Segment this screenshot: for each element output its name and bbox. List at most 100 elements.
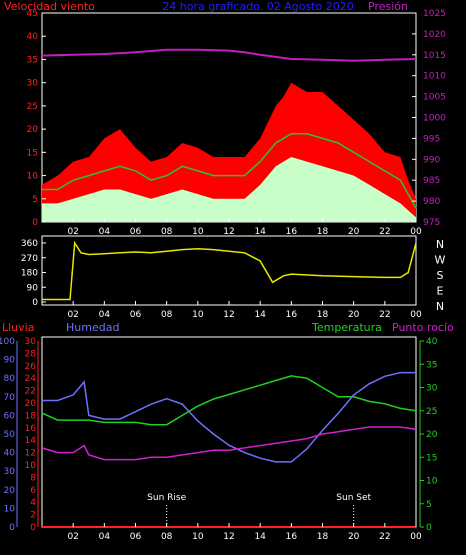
- rain-y-label: 24: [25, 374, 37, 384]
- pressure-line: [41, 48, 417, 62]
- humidity-y-label: 20: [4, 486, 16, 496]
- x-tick-label: 08: [161, 310, 173, 320]
- temperature-y-label: 25: [426, 407, 437, 417]
- pressure-y-label: 1005: [423, 93, 446, 103]
- temperature-line: [41, 375, 417, 426]
- temperature-y-label: 10: [426, 477, 438, 487]
- rain-y-label: 6: [30, 486, 36, 496]
- wind-panel: 0510152025303540459759809859909951000100…: [27, 9, 447, 237]
- compass-label: W: [435, 254, 446, 267]
- x-tick-label: 00: [410, 310, 422, 320]
- pressure-y-label: 995: [423, 134, 440, 144]
- temperature-y-label: 35: [426, 360, 437, 370]
- wind-y-label: 5: [32, 195, 38, 205]
- x-tick-label: 02: [67, 227, 78, 237]
- x-tick-label: 18: [317, 310, 329, 320]
- x-tick-label: 02: [67, 532, 78, 542]
- pressure-y-label: 1025: [423, 9, 446, 19]
- rain-y-label: 30: [25, 337, 37, 347]
- temperature-y-label: 20: [426, 430, 438, 440]
- x-tick-label: 00: [410, 227, 422, 237]
- x-tick-label: 12: [223, 227, 234, 237]
- dewpoint-title: Punto rocío: [392, 321, 454, 334]
- humidity-y-label: 30: [4, 467, 16, 477]
- x-tick-label: 06: [130, 310, 142, 320]
- rain-y-label: 4: [30, 498, 36, 508]
- wind-y-label: 30: [27, 79, 39, 89]
- x-tick-label: 06: [130, 227, 142, 237]
- rain-y-label: 8: [30, 473, 36, 483]
- x-tick-label: 14: [254, 532, 266, 542]
- humidity-y-label: 100: [0, 337, 15, 347]
- rain-y-label: 20: [25, 399, 37, 409]
- sunrise-label: Sun Rise: [147, 493, 186, 503]
- x-tick-label: 22: [379, 310, 390, 320]
- x-tick-label: 14: [254, 310, 266, 320]
- rain-y-label: 22: [25, 387, 36, 397]
- direction-y-label: 360: [21, 239, 38, 249]
- rain-y-label: 26: [25, 362, 37, 372]
- x-tick-label: 18: [317, 227, 329, 237]
- humidity-y-label: 90: [4, 356, 16, 366]
- direction-y-label: 180: [21, 269, 38, 279]
- direction-y-label: 270: [21, 254, 38, 264]
- humidity-y-label: 50: [4, 430, 16, 440]
- x-tick-label: 08: [161, 532, 173, 542]
- dewpoint-line: [41, 426, 417, 461]
- pressure-y-label: 985: [423, 176, 440, 186]
- x-tick-label: 02: [67, 310, 78, 320]
- x-tick-label: 18: [317, 532, 329, 542]
- humidity-y-label: 0: [9, 523, 15, 533]
- x-tick-label: 10: [192, 310, 204, 320]
- compass-label: N: [436, 300, 444, 313]
- compass-label: E: [437, 285, 444, 298]
- wind-avg-line: [42, 133, 417, 209]
- wind-y-label: 0: [32, 218, 38, 228]
- x-tick-label: 06: [130, 532, 142, 542]
- x-tick-label: 16: [286, 532, 298, 542]
- compass-label: N: [436, 238, 444, 251]
- direction-y-label: 0: [32, 298, 38, 308]
- chart-date-title: 24 hora graficado. 02 Agosto 2020: [162, 0, 353, 13]
- humidity-y-label: 60: [4, 411, 16, 421]
- rain-y-label: 14: [25, 436, 37, 446]
- temperature-title: Temperatura: [311, 321, 382, 334]
- humidity-y-label: 40: [4, 449, 16, 459]
- wind-y-label: 25: [27, 102, 38, 112]
- wind-y-label: 20: [27, 125, 39, 135]
- pressure-y-label: 980: [423, 197, 440, 207]
- x-tick-label: 22: [379, 227, 390, 237]
- x-tick-label: 20: [348, 310, 360, 320]
- climate-panel: 0102030405060708090100024681012141618202…: [0, 337, 438, 542]
- pressure-y-label: 1015: [423, 51, 446, 61]
- x-tick-label: 04: [99, 532, 111, 542]
- pressure-y-label: 975: [423, 218, 440, 228]
- wind-y-label: 45: [27, 9, 38, 19]
- pressure-y-label: 990: [423, 155, 440, 165]
- pressure-y-label: 1000: [423, 114, 446, 124]
- humidity-y-label: 10: [4, 504, 16, 514]
- x-tick-label: 14: [254, 227, 266, 237]
- x-tick-label: 20: [348, 227, 360, 237]
- x-tick-label: 16: [286, 227, 298, 237]
- x-tick-label: 08: [161, 227, 173, 237]
- wind-y-label: 15: [27, 148, 38, 158]
- temperature-y-label: 5: [426, 500, 432, 510]
- rain-y-label: 2: [30, 511, 36, 521]
- rain-y-label: 10: [25, 461, 37, 471]
- x-tick-label: 16: [286, 310, 298, 320]
- rain-y-label: 0: [30, 523, 36, 533]
- humidity-title: Humedad: [66, 321, 119, 334]
- pressure-y-label: 1010: [423, 72, 446, 82]
- humidity-y-label: 70: [4, 393, 16, 403]
- pressure-y-label: 1020: [423, 30, 446, 40]
- direction-line: [42, 240, 417, 301]
- temperature-y-label: 15: [426, 453, 437, 463]
- x-tick-label: 04: [99, 310, 111, 320]
- x-tick-label: 00: [410, 532, 422, 542]
- x-tick-label: 04: [99, 227, 111, 237]
- x-tick-label: 10: [192, 532, 204, 542]
- humidity-y-label: 80: [4, 374, 16, 384]
- humidity-line: [42, 371, 416, 463]
- sunset-label: Sun Set: [336, 493, 371, 503]
